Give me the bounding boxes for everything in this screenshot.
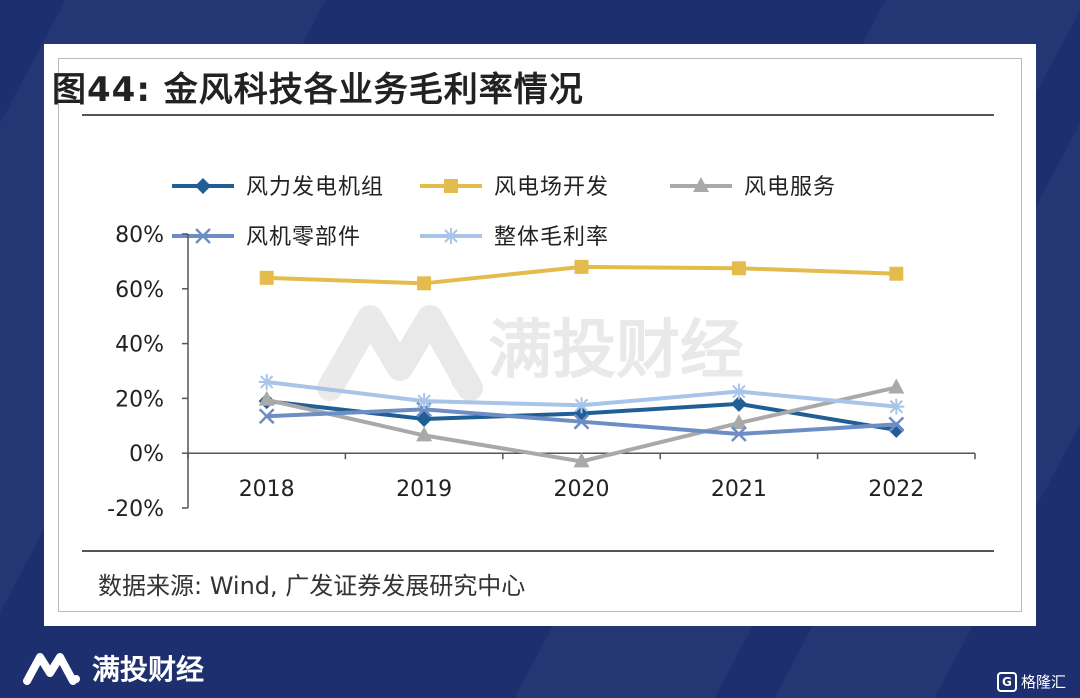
data-point	[258, 390, 275, 406]
marker-stroke	[731, 426, 747, 442]
x-tick-label: 2019	[396, 477, 452, 502]
data-point	[731, 261, 746, 276]
brand-m-logo-icon	[23, 653, 80, 685]
data-point	[573, 397, 590, 414]
legend-item: 风力发电机组	[172, 175, 384, 200]
corner-logo-icon: G	[996, 671, 1017, 692]
marker-stroke	[195, 228, 211, 244]
legend-label: 风机零部件	[246, 225, 361, 250]
marker-stroke	[258, 408, 275, 425]
marker-stroke	[732, 384, 746, 399]
series-triangle	[258, 378, 905, 468]
data-point	[416, 426, 433, 442]
x-tick-label: 2021	[711, 477, 767, 502]
marker-stroke	[574, 398, 589, 412]
data-point	[888, 398, 905, 415]
series-star	[258, 373, 905, 415]
x-tick-label: 2022	[868, 477, 924, 502]
x-tick-label: 2020	[554, 477, 610, 502]
data-point	[888, 416, 905, 433]
source-note: 数据来源: Wind, 广发证券发展研究中心	[98, 572, 526, 600]
data-point	[730, 414, 747, 430]
brand-text: 满投财经	[92, 653, 205, 686]
legend-marker	[444, 179, 458, 193]
figure-card	[44, 44, 1036, 626]
legend-item: 风机零部件	[172, 225, 361, 250]
figure-frame	[58, 58, 1022, 612]
y-tick-label: 40%	[115, 333, 164, 358]
y-tick-label: 60%	[115, 278, 164, 303]
data-point	[258, 408, 275, 425]
legend-label: 风电服务	[744, 175, 836, 200]
data-point	[258, 373, 275, 390]
y-tick-label: 20%	[115, 387, 164, 412]
legend-marker	[443, 228, 459, 244]
y-tick-label: 80%	[115, 223, 164, 248]
data-point	[416, 393, 433, 410]
corner-badge-text: 格隆汇	[1020, 673, 1066, 691]
marker-stroke	[888, 416, 905, 433]
data-point	[888, 378, 905, 394]
legend-label: 风力发电机组	[246, 175, 384, 200]
legend-item: 整体毛利率	[420, 225, 609, 250]
marker-stroke	[573, 413, 590, 430]
legend-marker	[693, 177, 709, 192]
data-point	[731, 426, 747, 442]
plot-area	[258, 259, 905, 468]
watermark: 满投财经	[317, 305, 744, 401]
marker-stroke	[889, 399, 904, 414]
x-tick-label: 2018	[239, 477, 295, 502]
y-tick-label: 0%	[129, 442, 164, 467]
data-point	[730, 395, 747, 412]
brand-m-logo-icon	[317, 305, 483, 401]
data-point	[889, 266, 904, 281]
data-point	[573, 413, 590, 430]
figure-title: 图44: 金风科技各业务毛利率情况	[52, 70, 584, 110]
data-point	[730, 383, 747, 400]
legend-marker	[195, 178, 211, 194]
corner-badge: G 格隆汇	[996, 671, 1066, 692]
data-point	[573, 452, 590, 468]
marker-stroke	[259, 375, 274, 389]
data-point	[574, 259, 589, 274]
watermark-text: 满投财经	[488, 314, 744, 388]
legend-label: 整体毛利率	[494, 225, 609, 250]
title-rule	[82, 114, 994, 116]
source-rule	[82, 550, 994, 552]
y-tick-label: -20%	[107, 497, 164, 522]
data-point	[259, 270, 274, 285]
data-point	[417, 276, 432, 291]
series-square	[259, 259, 904, 291]
legend-item: 风电服务	[670, 175, 836, 200]
legend-item: 风电场开发	[420, 175, 609, 200]
marker-stroke	[417, 394, 431, 408]
legend-marker	[195, 228, 211, 244]
footer-brand: 满投财经	[22, 648, 204, 688]
legend-label: 风电场开发	[494, 175, 609, 200]
marker-stroke	[444, 229, 458, 243]
